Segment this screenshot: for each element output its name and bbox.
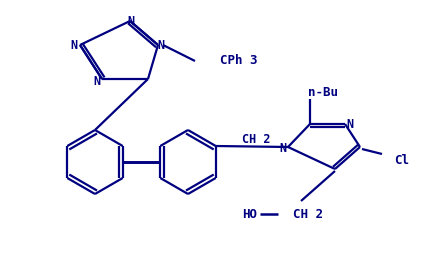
Text: CH 2: CH 2 (242, 133, 270, 146)
Text: N: N (157, 38, 165, 51)
Text: Cl: Cl (394, 153, 409, 166)
Text: HO: HO (242, 208, 257, 221)
Text: N: N (279, 142, 287, 155)
Text: N: N (70, 38, 78, 51)
Text: N: N (94, 74, 100, 87)
Text: CH 2: CH 2 (293, 208, 323, 221)
Text: N: N (347, 117, 353, 130)
Text: CPh 3: CPh 3 (220, 53, 257, 66)
Text: N: N (127, 14, 135, 27)
Text: n-Bu: n-Bu (308, 85, 338, 98)
